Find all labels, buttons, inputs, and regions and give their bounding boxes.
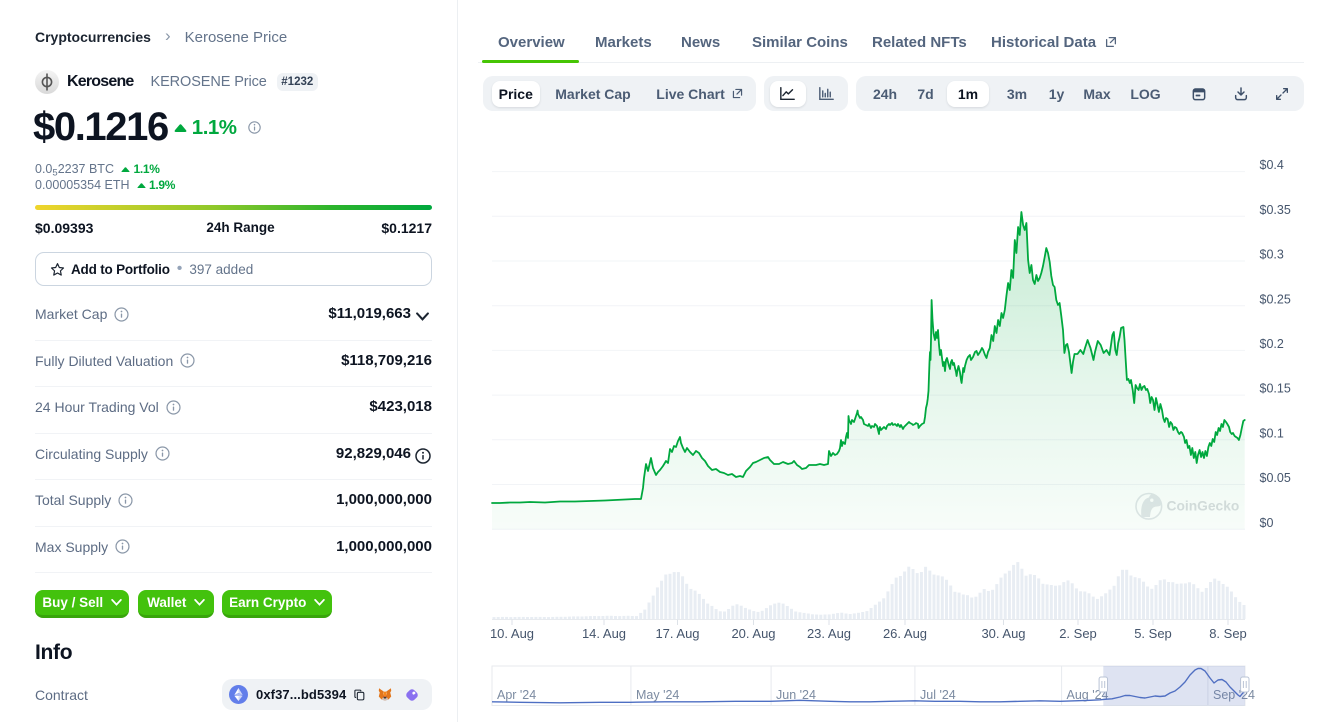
svg-text:5. Sep: 5. Sep	[1134, 626, 1172, 641]
svg-text:Apr '24: Apr '24	[497, 688, 536, 702]
svg-text:Aug '24: Aug '24	[1067, 688, 1109, 702]
svg-text:10. Aug: 10. Aug	[490, 626, 534, 641]
svg-text:$0: $0	[1260, 516, 1274, 530]
svg-text:$0.1: $0.1	[1260, 426, 1284, 440]
svg-text:2. Sep: 2. Sep	[1059, 626, 1097, 641]
svg-text:$0.15: $0.15	[1260, 382, 1291, 396]
svg-text:17. Aug: 17. Aug	[655, 626, 699, 641]
svg-text:14. Aug: 14. Aug	[582, 626, 626, 641]
svg-text:May '24: May '24	[636, 688, 679, 702]
svg-text:26. Aug: 26. Aug	[883, 626, 927, 641]
svg-text:8. Sep: 8. Sep	[1209, 626, 1247, 641]
svg-text:Jun '24: Jun '24	[776, 688, 816, 702]
svg-text:Jul '24: Jul '24	[920, 688, 956, 702]
svg-text:$0.3: $0.3	[1260, 248, 1284, 262]
svg-text:$0.2: $0.2	[1260, 337, 1284, 351]
svg-text:$0.4: $0.4	[1260, 158, 1284, 172]
svg-text:23. Aug: 23. Aug	[807, 626, 851, 641]
svg-text:$0.05: $0.05	[1260, 471, 1291, 485]
svg-text:$0.25: $0.25	[1260, 292, 1291, 306]
svg-text:20. Aug: 20. Aug	[731, 626, 775, 641]
svg-text:30. Aug: 30. Aug	[981, 626, 1025, 641]
svg-text:$0.35: $0.35	[1260, 203, 1291, 217]
